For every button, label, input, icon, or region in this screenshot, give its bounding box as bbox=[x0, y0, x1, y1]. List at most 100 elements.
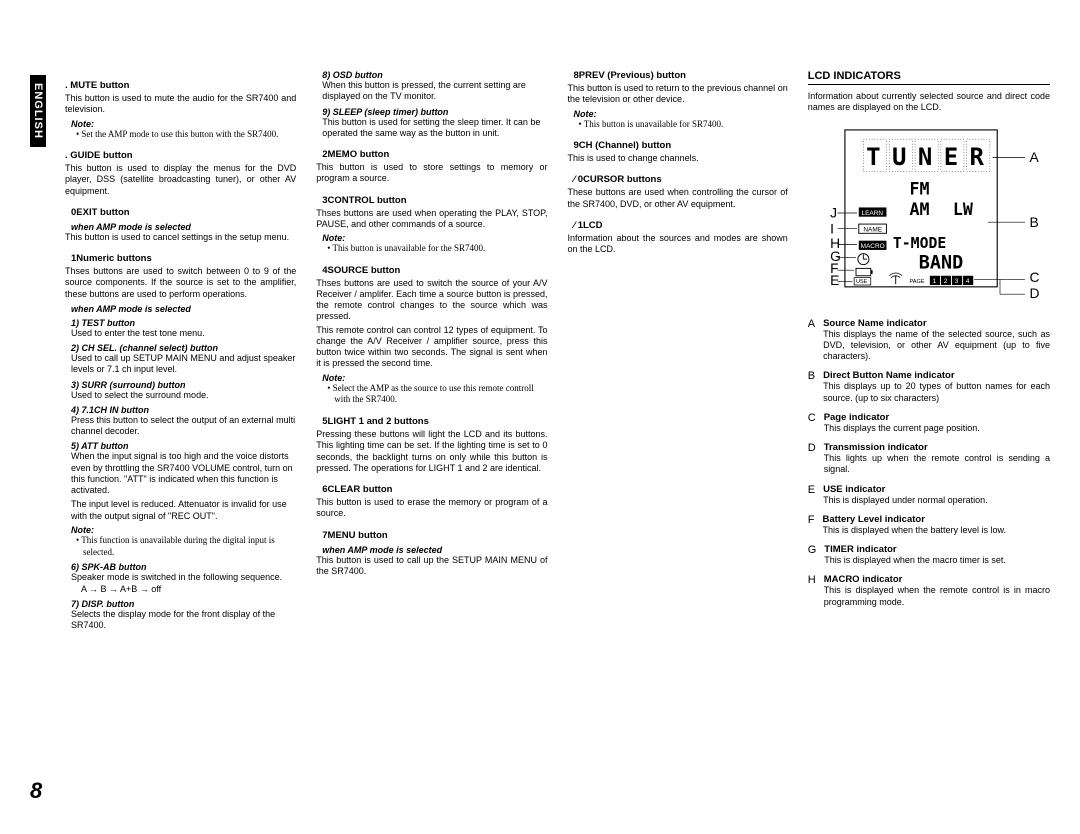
ind-D-t: This lights up when the remote control i… bbox=[824, 453, 1050, 476]
letter-I: I bbox=[830, 220, 834, 236]
language-tab: ENGLISH bbox=[30, 75, 46, 147]
ind-A-h: Source Name indicator bbox=[823, 318, 1050, 329]
page-2: 2 bbox=[943, 278, 947, 285]
letter-A: A bbox=[1029, 149, 1039, 165]
ch-h: 9CH (Channel) button bbox=[574, 140, 788, 151]
n-s2h: 2) CH SEL. (channel select) button bbox=[71, 343, 296, 353]
memo-t: This button is used to store settings to… bbox=[316, 162, 547, 185]
lcd-t: Information about the sources and modes … bbox=[568, 233, 788, 256]
ind-F-t: This is displayed when the battery level… bbox=[822, 525, 1006, 536]
osd-h: 8) OSD button bbox=[322, 70, 547, 80]
mute-bullet: Set the AMP mode to use this button with… bbox=[83, 129, 296, 141]
mute-note-label: Note: bbox=[71, 119, 296, 129]
menu-h: 7MENU button bbox=[322, 530, 547, 541]
page-1: 1 bbox=[932, 278, 936, 285]
n-nb: This function is unavailable during the … bbox=[83, 535, 296, 558]
n-s5t2: The input level is reduced. Attenuator i… bbox=[71, 499, 296, 522]
clear-h: 6CLEAR button bbox=[322, 484, 547, 495]
n-s5t1: When the input signal is too high and th… bbox=[71, 451, 296, 496]
guide-heading: . GUIDE button bbox=[65, 150, 296, 161]
exit-heading: 0EXIT button bbox=[71, 207, 296, 218]
n-s2t: Used to call up SETUP MAIN MENU and adju… bbox=[71, 353, 296, 376]
svg-text:N: N bbox=[918, 143, 932, 171]
badge-macro: MACRO bbox=[860, 243, 884, 250]
ch-t: This is used to change channels. bbox=[568, 153, 788, 164]
source-h: 4SOURCE button bbox=[322, 265, 547, 276]
control-h: 3CONTROL button bbox=[322, 195, 547, 206]
n-s1h: 1) TEST button bbox=[71, 318, 296, 328]
sleep-t: This button is used for setting the slee… bbox=[322, 117, 547, 140]
ind-E-letter: E bbox=[808, 484, 815, 506]
column-1: . MUTE button This button is used to mut… bbox=[65, 70, 296, 631]
ind-F-letter: F bbox=[808, 514, 815, 536]
cursor-h: ⁄ 0CURSOR buttons bbox=[574, 174, 788, 185]
ind-E-t: This is displayed under normal operation… bbox=[823, 495, 988, 506]
am-text: AM bbox=[909, 199, 929, 218]
guide-text: This button is used to display the menus… bbox=[65, 163, 296, 197]
sleep-h: 9) SLEEP (sleep timer) button bbox=[322, 107, 547, 117]
band-text: BAND bbox=[919, 252, 963, 273]
ind-A-t: This displays the name of the selected s… bbox=[823, 329, 1050, 363]
control-t: Thses buttons are used when operating th… bbox=[316, 208, 547, 231]
n-s1t: Used to enter the test tone menu. bbox=[71, 328, 296, 339]
lw-text: LW bbox=[953, 199, 973, 218]
ind-C-letter: C bbox=[808, 412, 816, 434]
mute-text: This button is used to mute the audio fo… bbox=[65, 93, 296, 116]
letter-B: B bbox=[1029, 213, 1038, 229]
ind-H-h: MACRO indicator bbox=[824, 574, 1050, 585]
exit-sub: when AMP mode is selected bbox=[71, 222, 296, 232]
column-2: 8) OSD button When this button is presse… bbox=[316, 70, 547, 631]
source-note: Note: bbox=[322, 373, 547, 383]
prev-note: Note: bbox=[574, 109, 788, 119]
lcd-h: ⁄ 1LCD bbox=[574, 220, 788, 231]
page-label: PAGE bbox=[909, 279, 924, 285]
svg-text:U: U bbox=[892, 143, 906, 171]
prev-t: This button is used to return to the pre… bbox=[568, 83, 788, 106]
lcd-indicators-title: LCD INDICATORS bbox=[808, 70, 1050, 85]
n-s3h: 3) SURR (surround) button bbox=[71, 380, 296, 390]
n-s6t: Speaker mode is switched in the followin… bbox=[71, 572, 296, 583]
ind-C-t: This displays the current page position. bbox=[824, 423, 980, 434]
column-3: 8PREV (Previous) button This button is u… bbox=[568, 70, 788, 631]
control-b: This button is unavailable for the SR740… bbox=[334, 243, 547, 255]
source-t2: This remote control can control 12 types… bbox=[316, 325, 547, 370]
ind-G-h: TIMER indicator bbox=[824, 544, 1006, 555]
ind-B-h: Direct Button Name indicator bbox=[823, 370, 1050, 381]
lcd-intro: Information about currently selected sou… bbox=[808, 91, 1050, 114]
n-s7t: Selects the display mode for the front d… bbox=[71, 609, 296, 632]
page-4: 4 bbox=[966, 278, 970, 285]
ind-F-h: Battery Level indicator bbox=[822, 514, 1006, 525]
page-3: 3 bbox=[955, 278, 959, 285]
exit-text: This button is used to cancel settings i… bbox=[65, 232, 296, 243]
ind-D-letter: D bbox=[808, 442, 816, 476]
page-number: 8 bbox=[30, 778, 42, 804]
badge-name: NAME bbox=[863, 226, 882, 233]
n-s4h: 4) 7.1CH IN button bbox=[71, 405, 296, 415]
numeric-heading: 1Numeric buttons bbox=[71, 253, 296, 264]
menu-sub: when AMP mode is selected bbox=[322, 545, 547, 555]
ind-C-h: Page indicator bbox=[824, 412, 980, 423]
n-s5h: 5) ATT button bbox=[71, 441, 296, 451]
n-s6h: 6) SPK-AB button bbox=[71, 562, 296, 572]
ind-H-letter: H bbox=[808, 574, 816, 608]
tuner-chars: T U N E R bbox=[863, 139, 989, 171]
svg-text:E: E bbox=[943, 143, 957, 171]
column-4: LCD INDICATORS Information about current… bbox=[808, 70, 1050, 631]
ind-B-letter: B bbox=[808, 370, 815, 404]
ind-E-h: USE indicator bbox=[823, 484, 988, 495]
lcd-diagram: J I H G F E A B C D T U N E R bbox=[808, 118, 1048, 308]
light-t: Pressing these buttons will light the LC… bbox=[316, 429, 547, 474]
letter-D: D bbox=[1029, 284, 1039, 300]
numeric-text: Thses buttons are used to switch between… bbox=[65, 266, 296, 300]
badge-learn: LEARN bbox=[861, 209, 883, 216]
n-s3t: Used to select the surround mode. bbox=[71, 390, 296, 401]
prev-b: This button is unavailable for SR7400. bbox=[586, 119, 788, 131]
mute-heading: . MUTE button bbox=[65, 80, 296, 91]
fm-text: FM bbox=[909, 179, 929, 198]
content-columns: . MUTE button This button is used to mut… bbox=[65, 70, 1050, 631]
ind-H-t: This is displayed when the remote contro… bbox=[824, 585, 1050, 608]
numeric-when: when AMP mode is selected bbox=[71, 304, 296, 314]
clear-t: This button is used to erase the memory … bbox=[316, 497, 547, 520]
n-s4t: Press this button to select the output o… bbox=[71, 415, 296, 438]
transmission-icon bbox=[889, 273, 902, 284]
